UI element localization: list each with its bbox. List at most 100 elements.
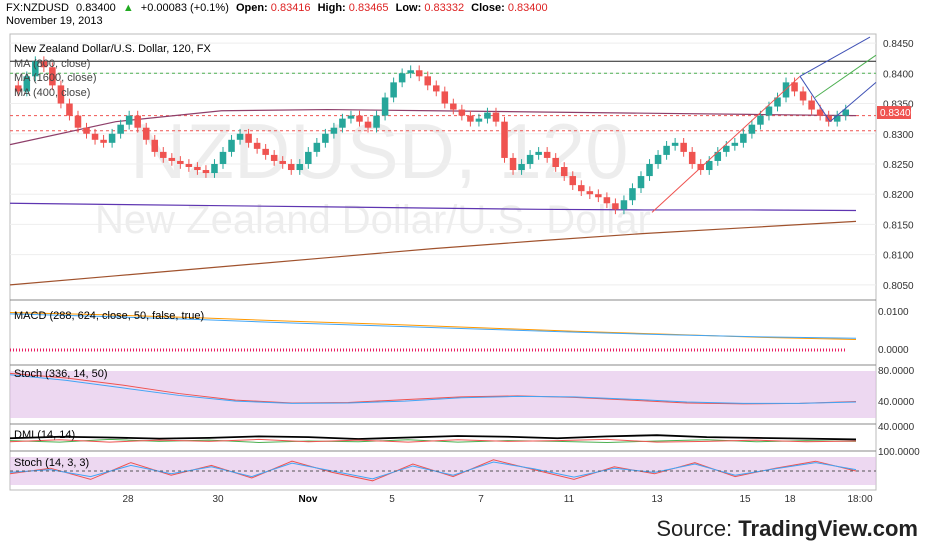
y-tick-label: 0.8300 [883,130,914,141]
candle-body [424,76,431,86]
ma-400-line [9,220,857,286]
candle-body [509,157,517,171]
close-label: Close: [471,2,505,14]
y-tick-label: 0.0000 [878,345,909,356]
candle-body [100,139,107,143]
candle-body [305,151,312,164]
candle-body [339,118,346,128]
low-label: Low: [395,2,422,14]
candle-body [253,142,261,149]
candle-body [407,70,414,74]
x-tick-label: 15 [739,494,751,505]
candle-body [612,203,619,210]
y-tick-label: 0.8150 [883,220,914,231]
candle-body [569,176,577,186]
candle-body [637,176,645,189]
candle-body [723,145,730,152]
y-tick-label: 40.0000 [878,397,915,408]
candle-body [219,151,227,164]
candle-body [560,167,568,177]
candle-body [245,133,252,143]
candle-body [450,103,457,110]
candle-body [475,118,483,122]
candle-body [552,157,559,167]
candle-body [740,133,747,143]
candle-body [415,70,423,77]
y-tick-label: 40.0000 [878,422,915,433]
candle-body [15,85,22,92]
candle-body [688,151,696,164]
y-tick-label: 100.0000 [878,447,920,458]
candle-body [492,112,500,122]
candle-body [535,151,542,155]
y-tick-label: 80.0000 [878,366,915,377]
candle-body [731,142,739,146]
candle-body [620,200,628,210]
dmi-label[interactable]: DMI (14, 14) [14,429,75,441]
candle-body [134,115,141,128]
ma-800-line [9,108,857,146]
x-tick-label: Nov [299,494,318,505]
y-tick-label: 0.8100 [883,251,914,262]
candle-body [262,148,269,155]
stoch2-label[interactable]: Stoch (14, 3, 3) [14,457,89,469]
candle-body [322,133,329,143]
candle-body [32,61,39,77]
y-tick-label: 0.0100 [878,307,909,318]
chart-frame [9,33,877,491]
candle-body [578,185,585,192]
indicator-series [9,313,857,339]
indicator-series [9,374,857,404]
candle-body [177,160,184,164]
candle-body [671,142,679,146]
candle-body [603,197,611,204]
price-change: +0.00083 (+0.1%) [140,2,229,14]
candle-body [595,194,602,198]
candle-body [117,124,124,134]
macd-label[interactable]: MACD (288, 624, close, 50, false, true) [14,310,204,322]
up-arrow-icon: ▲ [122,2,134,14]
candle-body [458,109,466,116]
candle-body [791,82,798,92]
x-tick-label: 28 [122,494,134,505]
chart-date: November 19, 2013 [6,15,103,27]
candle-body [654,154,662,164]
pitchfork-line [829,81,877,123]
candle-body [748,124,756,134]
indicator-label[interactable]: MA (400, close) [14,87,90,99]
candle-body [57,85,65,104]
candle-body [782,82,790,98]
y-tick-label: 0.8400 [883,69,914,80]
indicator-series [9,434,857,441]
candle-body [160,151,167,158]
candle-body [125,115,133,125]
indicator-label[interactable]: MA (1600, close) [14,72,97,84]
candle-body [433,85,440,92]
open-value: 0.83416 [270,2,311,14]
symbol-label[interactable]: FX:NZDUSD [6,2,69,14]
candle-body [663,145,670,155]
candle-body [108,133,116,143]
candle-body [91,133,99,140]
candle-body [808,100,815,110]
stoch-band [10,371,876,418]
candle-body [390,82,397,98]
y-tick-label: 0.8450 [883,39,914,50]
candle-body [236,133,244,140]
x-tick-label: 13 [651,494,663,505]
candle-body [816,109,824,116]
candle-body [142,127,150,140]
candle-body [825,115,832,122]
indicator-label[interactable]: MA (800, close) [14,58,90,70]
stoch1-label[interactable]: Stoch (336, 14, 50) [14,368,108,380]
candle-body [543,151,551,158]
x-tick-label: 18 [784,494,796,505]
indicator-series [9,372,857,405]
candle-body [66,103,73,116]
chart-header: FX:NZDUSD 0.83400 ▲ +0.00083 (+0.1%) Ope… [6,2,552,14]
y-tick-label: 0.8250 [883,160,914,171]
candle-body [347,115,355,119]
indicator-series [9,438,857,443]
pitchfork-base [799,76,831,122]
